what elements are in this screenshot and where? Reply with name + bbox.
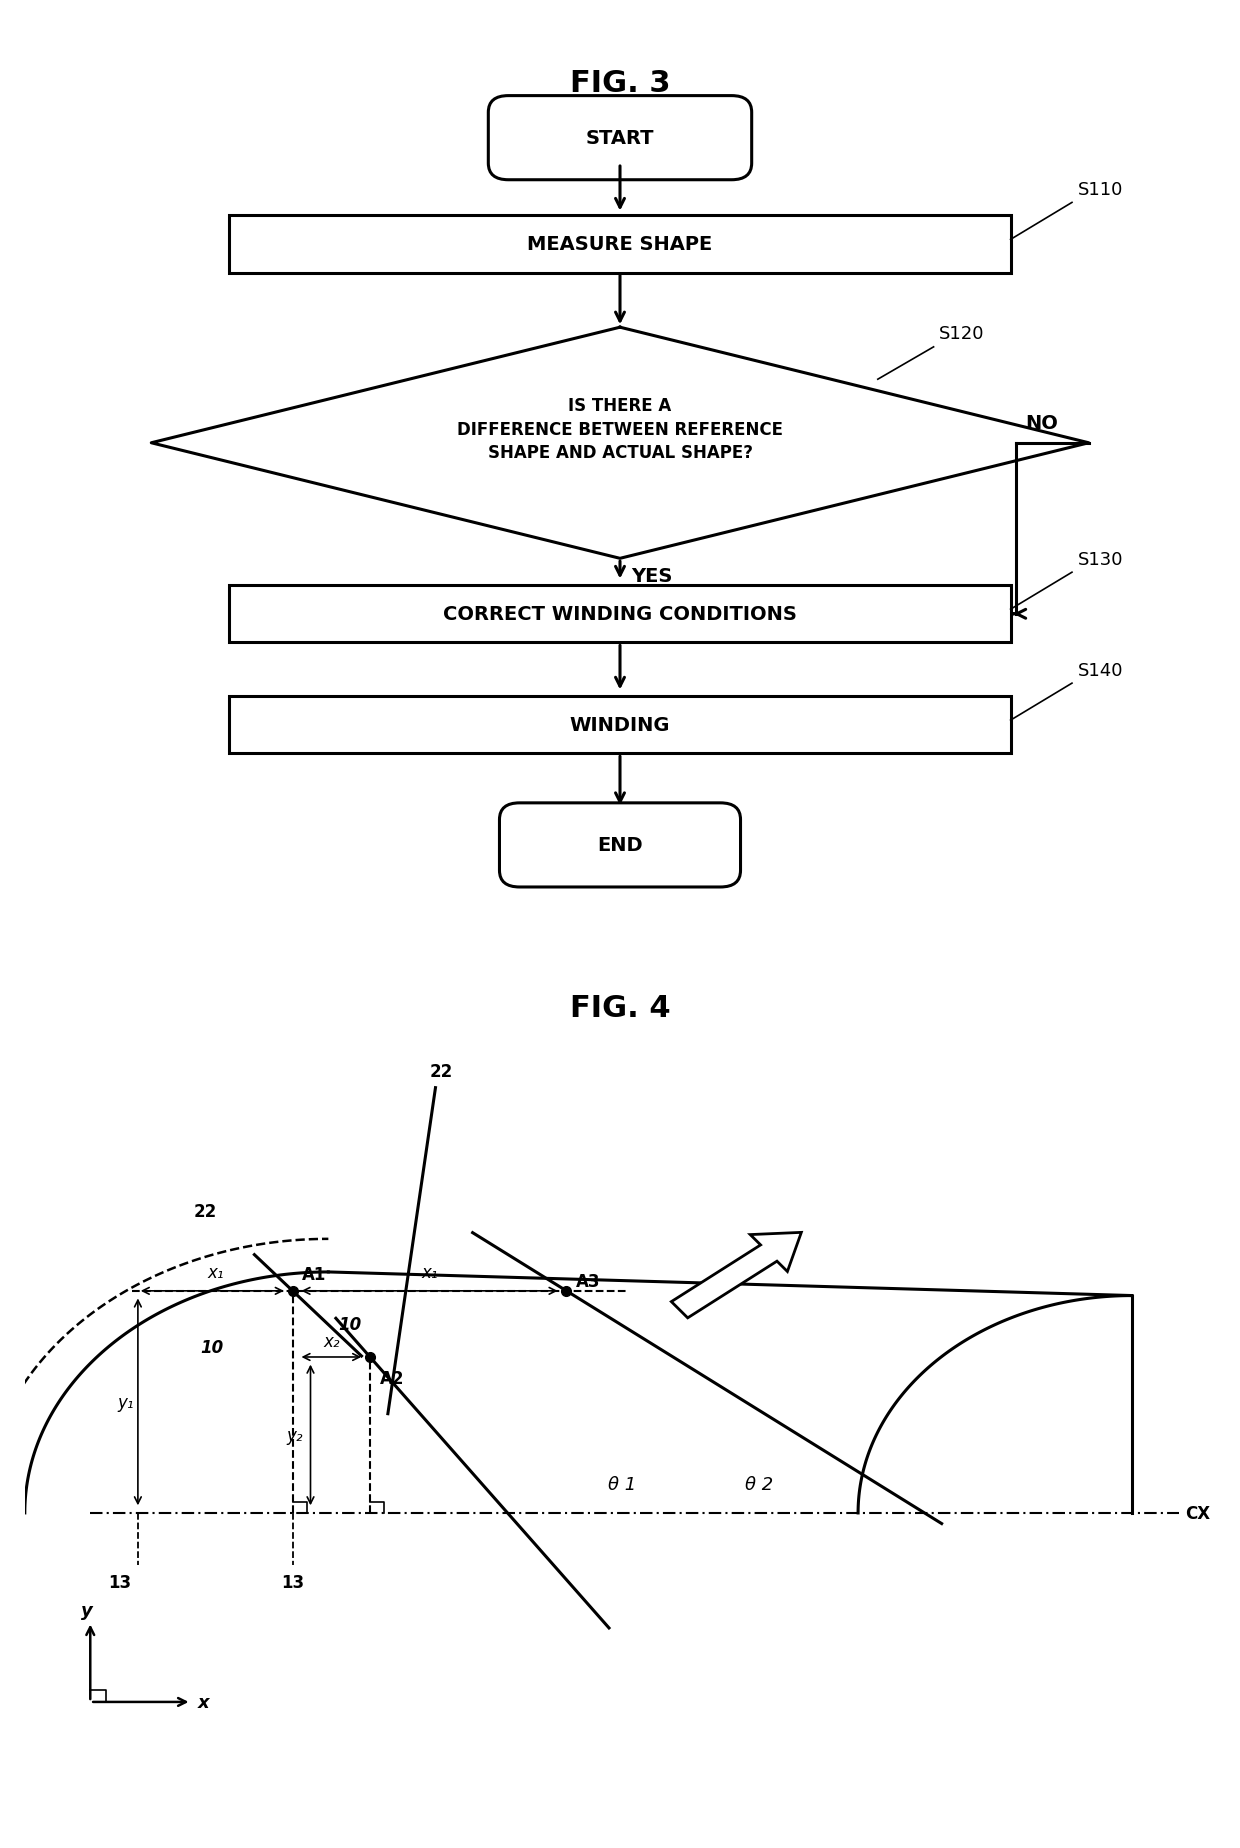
- Text: CX: CX: [1185, 1504, 1210, 1523]
- Text: A2: A2: [379, 1369, 404, 1388]
- Text: 10: 10: [337, 1316, 361, 1332]
- Text: A3: A3: [575, 1273, 600, 1290]
- Text: 10: 10: [200, 1338, 223, 1356]
- Text: x₁: x₁: [422, 1262, 438, 1281]
- Text: 22: 22: [193, 1203, 217, 1220]
- Text: START: START: [585, 129, 655, 148]
- Text: x: x: [197, 1693, 210, 1711]
- Text: END: END: [598, 835, 642, 856]
- Text: S140: S140: [1078, 662, 1123, 680]
- Text: NO: NO: [1024, 414, 1058, 432]
- FancyBboxPatch shape: [500, 804, 740, 887]
- Text: y: y: [81, 1600, 93, 1619]
- Bar: [229, 216, 1011, 274]
- Text: WINDING: WINDING: [569, 715, 671, 736]
- Text: y₁: y₁: [118, 1393, 134, 1412]
- Text: FIG. 3: FIG. 3: [569, 70, 671, 98]
- Bar: [229, 586, 1011, 643]
- Text: y₂: y₂: [286, 1427, 304, 1443]
- Text: MEASURE SHAPE: MEASURE SHAPE: [527, 235, 713, 255]
- Text: S110: S110: [1078, 181, 1123, 200]
- Text: S130: S130: [1078, 551, 1123, 569]
- Text: θ 2: θ 2: [745, 1475, 774, 1493]
- Text: IS THERE A
DIFFERENCE BETWEEN REFERENCE
SHAPE AND ACTUAL SHAPE?: IS THERE A DIFFERENCE BETWEEN REFERENCE …: [458, 397, 782, 462]
- Bar: [229, 697, 1011, 754]
- Text: S120: S120: [939, 325, 985, 344]
- Text: 22: 22: [429, 1063, 453, 1081]
- Text: θ 1: θ 1: [608, 1475, 636, 1493]
- Text: A1: A1: [303, 1266, 326, 1284]
- Text: x₂: x₂: [324, 1332, 340, 1349]
- Text: 13: 13: [108, 1573, 131, 1591]
- Text: FIG. 4: FIG. 4: [569, 994, 671, 1022]
- FancyBboxPatch shape: [489, 96, 751, 181]
- Text: CORRECT WINDING CONDITIONS: CORRECT WINDING CONDITIONS: [443, 604, 797, 625]
- Text: YES: YES: [631, 565, 672, 586]
- FancyArrow shape: [671, 1233, 801, 1318]
- Text: x₁: x₁: [207, 1262, 223, 1281]
- Text: 13: 13: [281, 1573, 304, 1591]
